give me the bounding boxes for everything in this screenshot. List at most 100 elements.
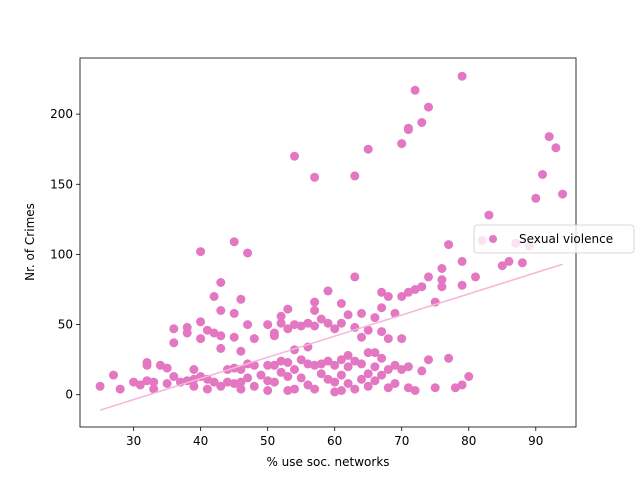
- data-point: [330, 324, 340, 334]
- data-point: [363, 325, 373, 335]
- data-point: [236, 294, 246, 304]
- legend: Sexual violence: [473, 224, 635, 254]
- data-point: [229, 308, 239, 318]
- data-point: [417, 282, 427, 292]
- data-point: [196, 317, 206, 327]
- x-tick-label: 60: [327, 434, 342, 448]
- data-point: [357, 308, 366, 318]
- data-point: [303, 359, 313, 369]
- data-point: [457, 280, 467, 290]
- data-point: [383, 365, 393, 374]
- legend-box: [473, 224, 635, 254]
- data-point: [283, 324, 293, 334]
- data-point: [350, 171, 360, 181]
- y-axis: 0 50 100 150 200: [50, 107, 80, 402]
- data-point: [162, 379, 172, 388]
- data-point: [464, 372, 474, 381]
- data-point: [437, 275, 447, 285]
- data-point: [343, 350, 353, 360]
- data-point: [363, 381, 373, 391]
- data-point: [437, 264, 447, 273]
- data-point: [216, 278, 226, 287]
- x-tick-label: 70: [394, 434, 409, 448]
- data-point: [403, 125, 413, 135]
- data-point: [323, 286, 333, 296]
- data-point: [377, 370, 387, 380]
- data-point: [296, 373, 306, 383]
- data-point: [517, 258, 527, 268]
- data-point: [330, 377, 340, 387]
- data-point: [330, 360, 340, 370]
- data-point: [209, 377, 219, 387]
- data-point: [310, 297, 320, 307]
- data-point: [551, 143, 561, 153]
- data-point: [357, 359, 366, 369]
- data-point: [323, 318, 333, 328]
- data-point: [343, 379, 353, 388]
- data-point: [249, 360, 259, 370]
- data-point: [430, 383, 440, 393]
- x-tick-label: 50: [260, 434, 275, 448]
- data-point: [397, 292, 407, 301]
- data-point: [196, 334, 206, 344]
- data-point: [377, 327, 387, 337]
- data-point: [444, 240, 454, 250]
- data-point: [310, 172, 320, 182]
- data-point: [142, 360, 152, 370]
- data-point: [531, 193, 541, 203]
- data-point: [390, 360, 400, 370]
- data-point: [544, 132, 554, 142]
- data-point: [377, 287, 387, 297]
- data-point: [336, 370, 346, 380]
- data-point: [310, 306, 320, 315]
- data-point: [497, 261, 507, 271]
- data-point: [202, 384, 212, 394]
- data-point: [269, 331, 279, 341]
- x-tick-label: 90: [528, 434, 543, 448]
- data-point: [283, 386, 293, 395]
- data-point: [310, 360, 320, 370]
- data-point: [316, 369, 326, 379]
- data-point: [350, 272, 360, 282]
- data-point: [417, 118, 427, 127]
- data-point: [370, 313, 380, 323]
- data-point: [276, 367, 286, 377]
- data-point: [350, 384, 360, 394]
- data-point: [290, 151, 299, 161]
- data-point: [410, 85, 420, 95]
- data-point: [444, 353, 454, 363]
- data-point: [162, 363, 172, 373]
- data-point: [370, 362, 380, 372]
- data-point: [336, 355, 346, 365]
- data-point: [276, 311, 286, 321]
- points-layer: [95, 71, 568, 397]
- data-point: [229, 332, 239, 342]
- x-tick-label: 40: [193, 434, 208, 448]
- data-point: [209, 292, 219, 301]
- data-point: [343, 362, 353, 372]
- data-point: [310, 384, 320, 394]
- data-point: [290, 384, 299, 394]
- data-point: [383, 334, 393, 344]
- data-point: [189, 365, 199, 374]
- data-point: [410, 386, 420, 395]
- data-point: [310, 321, 320, 331]
- data-point: [397, 139, 407, 149]
- data-point: [316, 314, 326, 324]
- data-point: [504, 256, 514, 266]
- data-point: [457, 380, 467, 390]
- data-point: [243, 320, 253, 330]
- data-point: [323, 356, 333, 366]
- x-tick-label: 30: [126, 434, 141, 448]
- data-point: [336, 386, 346, 395]
- data-point: [263, 360, 273, 370]
- legend-marker: [489, 235, 497, 243]
- data-point: [417, 366, 427, 376]
- data-point: [115, 384, 125, 394]
- data-point: [336, 299, 346, 308]
- data-point: [370, 376, 380, 386]
- data-point: [149, 377, 159, 387]
- data-point: [424, 355, 433, 365]
- data-point: [196, 247, 206, 257]
- y-tick-label: 50: [58, 318, 73, 332]
